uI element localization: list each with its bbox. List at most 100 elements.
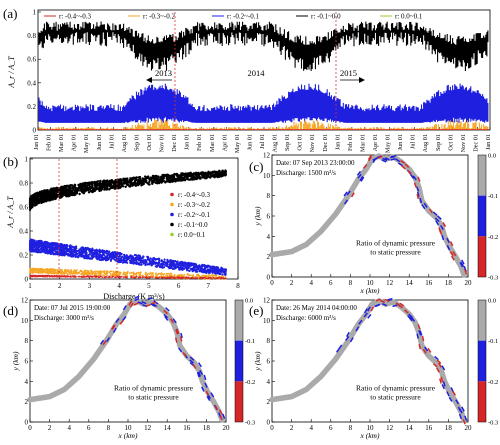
xtick-label: 20 — [465, 424, 473, 432]
panel-a-label: (a) — [3, 6, 17, 21]
ytick-label: 12 — [21, 297, 29, 305]
colorbar-tick-label: -0.1 — [245, 338, 255, 345]
xtick-label: 12 — [386, 424, 394, 432]
colorbar-tick-label: -0.3 — [245, 420, 255, 427]
panel-e-label: (e) — [249, 303, 263, 318]
legend-label: r: -0.2~-0.1 — [178, 211, 210, 219]
ytick-label: 1 — [25, 156, 29, 164]
xtick-label: May 01 — [234, 134, 241, 153]
legend-label: r: -0.1~0.0 — [311, 13, 341, 21]
map-ylabel: y (km) — [253, 351, 262, 371]
panel-a-xticks: Jan 01 Feb 01 Mar 01 Apr 01 May 01 Jun 01 Jul … — [33, 127, 492, 153]
panel-b-xlabel: Discharge (K m³/s) — [103, 292, 165, 301]
xtick-label: Jan 01 — [184, 134, 191, 150]
xtick-label: May 01 — [385, 134, 392, 153]
xtick-label: Oct 01 — [297, 134, 304, 151]
lowest-ratio-zones — [370, 298, 466, 425]
map-xlabel: x (km) — [360, 286, 380, 295]
panel-b-legend: r: -0.4~-0.3 r: -0.3~-0.2 r: -0.2~-0.1 r: -… — [170, 191, 210, 239]
legend-label: r: -0.4~-0.3 — [59, 13, 91, 21]
panel-b-points — [28, 169, 228, 280]
arrow-right-icon — [359, 77, 365, 83]
xtick-label: 0 — [28, 424, 32, 432]
colorbar-tick-label: -0.1 — [488, 338, 498, 345]
xtick-label: Oct 01 — [146, 134, 153, 151]
lowest-ratio-zones — [102, 300, 223, 421]
xtick-label: 10 — [125, 424, 133, 432]
legend-marker — [170, 212, 174, 217]
ratio-caption-line1: Ratio of dynamic pressure — [356, 238, 436, 247]
low-ratio-zones — [343, 154, 468, 272]
legend-label: r: -0.2~-0.1 — [227, 13, 259, 21]
panel-d-date: Date: 07 Jul 2015 19:00:00 — [34, 304, 111, 312]
xtick-label: 18 — [445, 279, 453, 287]
ytick-label: 6 — [25, 358, 29, 366]
colorbar-segment-2 — [478, 381, 486, 422]
ytick-label: 0 — [25, 419, 29, 427]
lowest-ratio-zones — [350, 154, 468, 275]
panel-c-date: Date: 07 Sep 2013 23:00:00 — [276, 159, 355, 167]
ytick-label: 0.4 — [19, 228, 28, 236]
xtick-label: Dec 01 — [322, 134, 329, 152]
colorbar-tick-label: -0.1 — [488, 193, 498, 200]
xtick-label: 8 — [349, 424, 353, 432]
xtick-label: 16 — [425, 424, 433, 432]
colorbar-tick-label: -0.3 — [488, 275, 498, 282]
ytick-label: 6 — [267, 358, 271, 366]
xtick-label: 6 — [329, 424, 333, 432]
legend-label: r: 0.0~0.1 — [178, 231, 206, 239]
ratio-caption-line2: to static pressure — [128, 392, 179, 401]
legend-marker — [170, 232, 174, 237]
xtick-label: Feb 01 — [196, 134, 203, 151]
xtick-label: Nov 01 — [309, 134, 316, 152]
colorbar-frame — [477, 299, 487, 423]
xtick-label: 14 — [406, 424, 414, 432]
ytick-label: 0 — [267, 274, 271, 282]
xtick-label: 12 — [386, 279, 394, 287]
colorbar-segment-0 — [478, 155, 486, 196]
xtick-label: Jul 01 — [259, 134, 266, 149]
colorbar-tick-label: -0.2 — [245, 379, 255, 386]
xtick-label: 7 — [207, 282, 211, 290]
xtick-label: 10 — [367, 279, 375, 287]
ytick-label: 4 — [267, 378, 271, 386]
ytick-label: 12 — [263, 152, 271, 160]
legend-label: r: -0.3~-0.2 — [143, 13, 175, 21]
xtick-label: Aug 01 — [121, 134, 128, 152]
xtick-label: 2 — [48, 424, 52, 432]
panel-c-label: (c) — [249, 159, 263, 174]
points-r-m01-0 — [28, 169, 228, 211]
xtick-label: Nov 01 — [460, 134, 467, 152]
ytick-label: 0.8 — [19, 180, 28, 188]
panel-c: (c) 0 2 4 6 8 10 12 0 2 4 6 8 10 12 14 16 18 20 x (km) y (km… — [249, 152, 498, 296]
panel-c-discharge: Discharge: 1500 m³/s — [276, 169, 336, 177]
xtick-label: 0 — [270, 424, 274, 432]
points-r-m02-m01 — [28, 238, 228, 276]
colorbar-segment-1 — [478, 340, 486, 382]
xtick-label: 3 — [88, 282, 92, 290]
colorbar-segment-2 — [478, 236, 486, 277]
xtick-label: 8 — [107, 424, 111, 432]
ytick-label: 2 — [25, 398, 29, 406]
ytick-label: 0.8 — [27, 32, 36, 40]
year-label-2014: 2014 — [248, 68, 266, 78]
xtick-label: Aug 01 — [272, 134, 279, 152]
panel-b-label: (b) — [3, 154, 18, 169]
river-channel — [269, 153, 467, 278]
xtick-label: Sep 01 — [284, 134, 291, 151]
ytick-label: 0.2 — [19, 252, 28, 260]
xtick-label: Mar 01 — [58, 134, 65, 152]
ytick-label: 4 — [267, 233, 271, 241]
xtick-label: Oct 01 — [447, 134, 454, 151]
panel-b: (b) A_r / A_T Discharge (K m³/s) 0 0.2 0.4… — [3, 154, 240, 301]
legend-marker — [170, 222, 174, 227]
colorbar-tick-label: 0.0 — [488, 153, 496, 160]
river-channel — [27, 298, 225, 423]
ratio-caption-line2: to static pressure — [370, 247, 421, 256]
series-r-m02-m01 — [38, 83, 489, 123]
xtick-label: 18 — [445, 424, 453, 432]
ytick-label: 12 — [263, 297, 271, 305]
panel-b-ylabel: A_r / A_T — [6, 196, 15, 229]
ytick-label: 6 — [267, 213, 271, 221]
